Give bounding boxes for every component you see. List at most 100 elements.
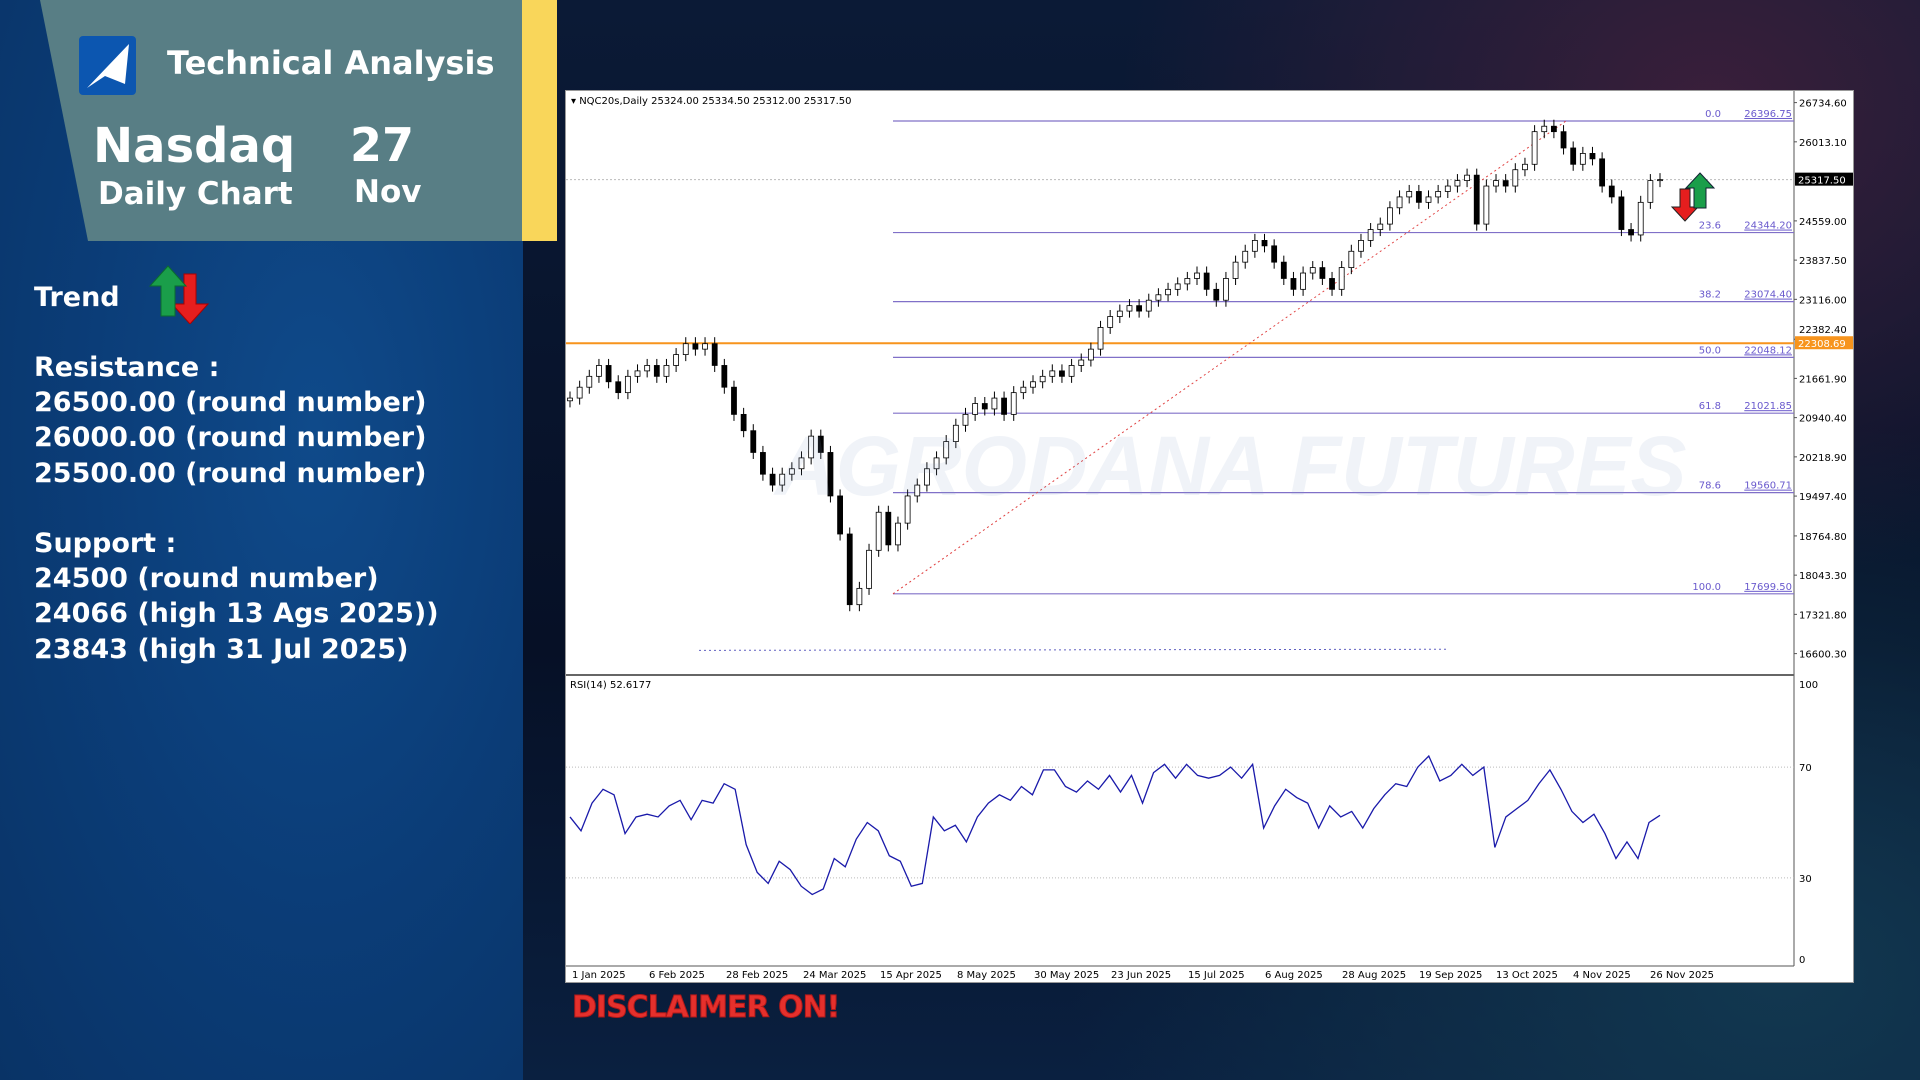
candle <box>1358 240 1364 252</box>
candle <box>644 365 651 372</box>
up-down-arrows-icon <box>148 264 214 328</box>
fib-level-label: 50.0 <box>1699 345 1721 356</box>
candle <box>1435 191 1442 198</box>
candle <box>1647 180 1654 203</box>
candle <box>682 343 689 355</box>
candle <box>1155 294 1162 301</box>
x-tick-label: 6 Feb 2025 <box>649 970 705 981</box>
candle <box>624 375 631 394</box>
candle <box>1232 261 1239 279</box>
support-level: 23843 (high 31 Jul 2025) <box>34 634 409 665</box>
candle <box>1251 240 1258 252</box>
candle <box>1406 191 1413 198</box>
candle <box>1126 305 1133 312</box>
candle <box>1367 229 1374 241</box>
y-tick-label: 26013.10 <box>1799 138 1847 149</box>
watermark: AGRODANA FUTURES <box>775 419 1687 513</box>
candle <box>1165 288 1171 296</box>
candle <box>760 452 766 475</box>
candle <box>1039 375 1046 383</box>
candle <box>1377 223 1384 230</box>
candle <box>1078 359 1085 366</box>
fib-trendline <box>892 120 1567 595</box>
support-level: 24066 (high 13 Ags 2025)) <box>34 598 439 629</box>
x-tick-label: 15 Jul 2025 <box>1188 970 1245 981</box>
candle <box>1425 196 1432 203</box>
fib-level-label: 38.2 <box>1699 290 1721 301</box>
candle <box>943 441 950 459</box>
candle <box>663 365 670 377</box>
candle <box>875 511 882 551</box>
candle <box>817 435 824 453</box>
candle <box>769 473 776 486</box>
disclaimer: DISCLAIMER ON! <box>571 990 840 1026</box>
fib-price-label: 21021.85 <box>1744 401 1792 412</box>
x-tick-label: 23 Jun 2025 <box>1111 970 1171 981</box>
candle <box>1618 196 1625 230</box>
candle <box>605 365 612 383</box>
up-down-arrows-icon <box>1670 172 1716 222</box>
candle <box>1145 299 1152 312</box>
candle <box>1338 267 1345 290</box>
candle <box>952 424 959 442</box>
y-tick-label: 26734.60 <box>1799 99 1847 110</box>
x-tick-label: 30 May 2025 <box>1034 970 1099 981</box>
candle <box>692 343 699 350</box>
current-price-label: 25317.50 <box>1798 176 1846 187</box>
candle <box>1483 185 1490 225</box>
candle <box>1261 240 1268 247</box>
candle <box>788 468 795 475</box>
candle <box>1010 392 1017 415</box>
candle <box>962 413 969 426</box>
rsi-tick-label: 30 <box>1799 874 1812 885</box>
candle <box>933 457 940 470</box>
fib-price-label: 17699.50 <box>1744 582 1792 593</box>
timeframe: Daily Chart <box>98 176 293 212</box>
rsi-tick-label: 0 <box>1799 955 1805 966</box>
price-chart[interactable]: ▾ NQC20s,Daily 25324.00 25334.50 25312.0… <box>565 90 1854 983</box>
rsi-line <box>569 754 1661 896</box>
level-price-tag <box>1795 336 1853 350</box>
candle <box>1589 153 1596 160</box>
candle <box>1550 125 1557 133</box>
low-trendline <box>698 648 1447 651</box>
y-tick-label: 22382.40 <box>1799 325 1847 336</box>
candle <box>866 549 872 589</box>
date-month: Nov <box>354 174 422 210</box>
y-tick-label: 18764.80 <box>1799 532 1847 543</box>
candle <box>904 495 911 524</box>
candle <box>673 354 680 366</box>
candle <box>576 386 583 399</box>
candle <box>1560 131 1567 149</box>
candle <box>1001 397 1007 415</box>
candle <box>1097 326 1104 350</box>
y-tick-label: 23116.00 <box>1799 295 1847 306</box>
fib-price-label: 26396.75 <box>1744 109 1792 120</box>
x-tick-label: 19 Sep 2025 <box>1419 970 1482 981</box>
candle <box>1599 158 1606 187</box>
chart-canvas[interactable]: ▾ NQC20s,Daily 25324.00 25334.50 25312.0… <box>566 91 1855 984</box>
candle <box>1493 180 1499 187</box>
y-tick-label: 17321.80 <box>1799 610 1847 621</box>
candle <box>1271 245 1278 263</box>
support-label: Support : <box>34 528 177 559</box>
y-tick-label: 23837.50 <box>1799 256 1847 267</box>
candle <box>1464 174 1470 181</box>
candle <box>1184 278 1191 285</box>
candle <box>914 484 921 497</box>
fib-level-label: 23.6 <box>1699 221 1721 232</box>
level-price-label: 22308.69 <box>1798 339 1846 350</box>
candle <box>1319 267 1326 279</box>
instrument-name: Nasdaq <box>93 118 296 174</box>
accent-strip <box>522 0 557 241</box>
rsi-label: RSI(14) 52.6177 <box>570 680 651 691</box>
candle <box>1628 229 1634 236</box>
candle <box>1348 250 1355 268</box>
candle <box>1280 261 1287 279</box>
y-tick-label: 16600.30 <box>1799 650 1847 661</box>
candle <box>634 370 641 377</box>
resistance-level: 25500.00 (round number) <box>34 458 427 489</box>
candle <box>972 403 979 415</box>
candle <box>1570 147 1577 165</box>
candle <box>596 365 602 377</box>
